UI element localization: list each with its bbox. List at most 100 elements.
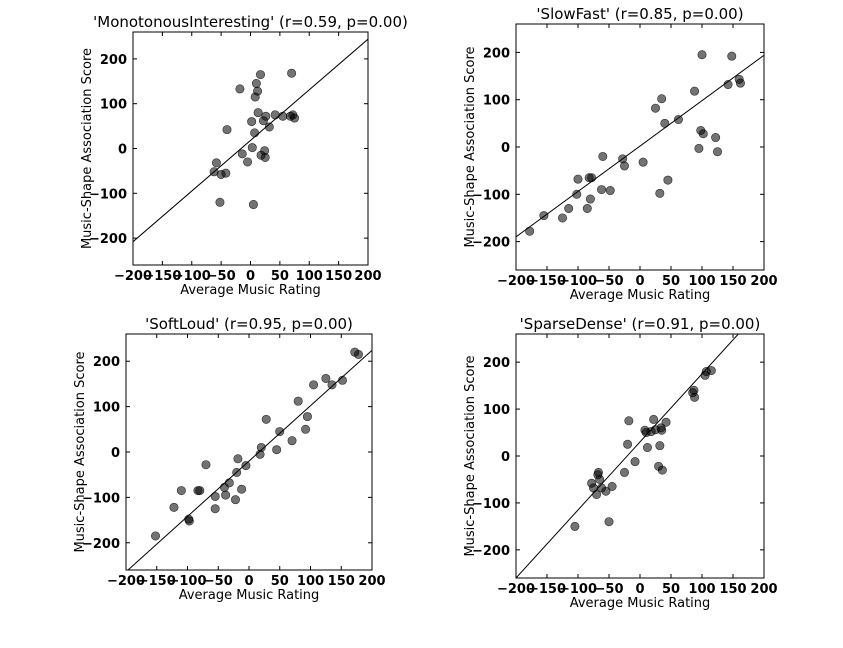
y-tick-label: 200	[93, 355, 120, 370]
x-tick-label: −100	[559, 582, 597, 597]
data-point	[256, 442, 266, 452]
y-tick-label: −200	[82, 537, 120, 552]
data-point	[237, 484, 247, 494]
data-point	[290, 113, 300, 123]
data-point	[694, 143, 704, 153]
data-point	[657, 465, 667, 475]
y-tick-label: 0	[501, 141, 510, 156]
data-point	[221, 490, 231, 500]
data-point	[321, 373, 331, 383]
x-tick-label: 200	[750, 582, 777, 597]
data-point	[598, 151, 608, 161]
data-point	[151, 531, 161, 541]
y-tick-label: 100	[483, 94, 510, 109]
x-tick-label: −200	[497, 582, 535, 597]
y-axis-label: Music-Shape Association Score	[463, 46, 478, 247]
x-tick-label: −100	[559, 274, 597, 289]
data-point	[275, 427, 285, 437]
x-axis-label: Average Music Rating	[179, 588, 320, 603]
y-tick-label: 200	[100, 53, 127, 68]
data-point	[657, 425, 667, 435]
x-tick-label: −100	[168, 574, 206, 589]
y-tick-label: −100	[472, 188, 510, 203]
data-point	[735, 78, 745, 88]
y-tick-label: −200	[89, 232, 127, 247]
data-point	[253, 86, 263, 96]
x-tick-label: 100	[688, 274, 715, 289]
data-point	[221, 168, 231, 178]
x-tick-label: 0	[635, 274, 644, 289]
data-point	[253, 108, 263, 118]
data-point	[237, 149, 247, 159]
x-tick-label: 100	[297, 574, 324, 589]
data-point	[619, 161, 629, 171]
data-point	[605, 186, 615, 196]
data-point	[595, 474, 605, 484]
x-tick-label: −100	[173, 269, 211, 284]
data-point	[233, 454, 243, 464]
y-tick-label: 100	[100, 98, 127, 113]
x-tick-label: −200	[497, 274, 535, 289]
data-point	[564, 204, 574, 214]
y-tick-label: 100	[483, 403, 510, 418]
y-tick-label: −100	[89, 187, 127, 202]
data-point	[698, 129, 708, 139]
y-tick-label: 200	[483, 46, 510, 61]
data-point	[706, 366, 716, 376]
data-point	[293, 396, 303, 406]
x-tick-label: 50	[662, 274, 680, 289]
x-tick-label: 150	[719, 274, 746, 289]
y-tick-label: 200	[483, 356, 510, 371]
x-tick-label: 200	[750, 274, 777, 289]
x-axis-label: Average Music Rating	[570, 288, 711, 303]
y-tick-label: 0	[501, 450, 510, 465]
data-point	[727, 51, 737, 61]
x-tick-label: 150	[325, 269, 352, 284]
data-point	[201, 460, 211, 470]
chart-title: 'SlowFast' (r=0.85, p=0.00)	[536, 5, 743, 23]
data-point	[264, 122, 274, 132]
data-point	[247, 143, 257, 153]
data-point	[673, 115, 683, 125]
data-point	[690, 86, 700, 96]
data-point	[585, 194, 595, 204]
data-point	[655, 441, 665, 451]
x-tick-label: 50	[662, 582, 680, 597]
data-point	[195, 486, 205, 496]
x-tick-label: −50	[595, 582, 624, 597]
x-axis-label: Average Music Rating	[180, 283, 321, 298]
data-point	[309, 380, 319, 390]
data-point	[661, 417, 671, 427]
data-point	[597, 185, 607, 195]
data-point	[663, 175, 673, 185]
y-tick-label: −100	[82, 491, 120, 506]
x-tick-label: −150	[143, 269, 181, 284]
x-tick-label: −150	[528, 582, 566, 597]
data-point	[655, 188, 665, 198]
data-point	[261, 111, 271, 121]
x-tick-label: 150	[328, 574, 355, 589]
x-tick-label: 0	[244, 574, 253, 589]
data-point	[302, 412, 312, 422]
y-tick-label: −200	[472, 544, 510, 559]
x-tick-label: −150	[528, 274, 566, 289]
data-point	[697, 50, 707, 60]
x-tick-label: 50	[271, 269, 289, 284]
data-point	[557, 213, 567, 223]
data-point	[353, 349, 363, 359]
x-tick-label: 200	[358, 574, 385, 589]
data-point	[272, 445, 282, 455]
data-point	[572, 189, 582, 199]
data-point	[642, 443, 652, 453]
data-point	[619, 467, 629, 477]
data-point	[712, 147, 722, 157]
x-tick-label: −200	[107, 574, 145, 589]
x-tick-label: 100	[296, 269, 323, 284]
regression-line	[133, 38, 368, 243]
